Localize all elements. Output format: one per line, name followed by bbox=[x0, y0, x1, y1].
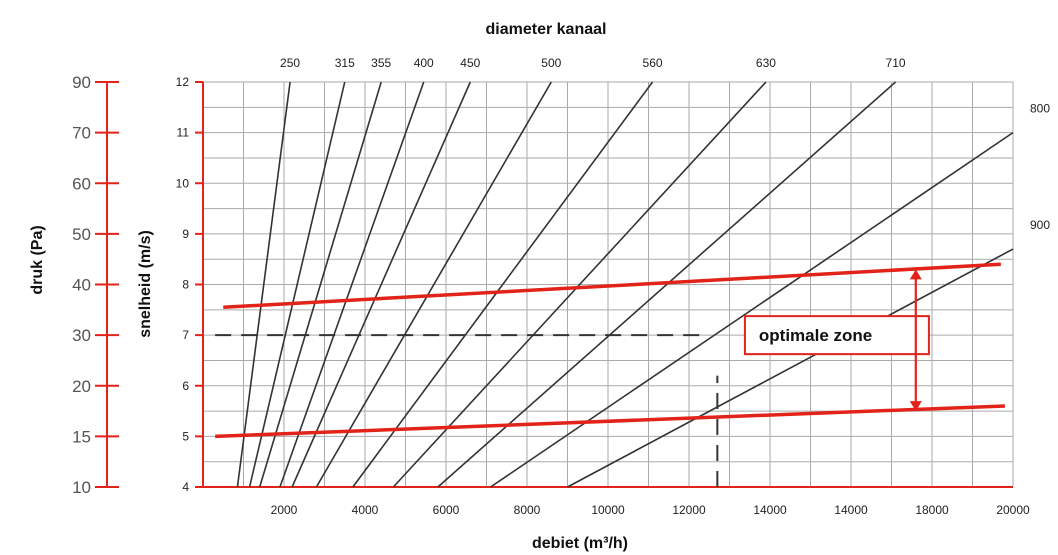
series-line-900 bbox=[567, 248, 1014, 488]
series-label-710: 710 bbox=[886, 56, 906, 70]
annotation: optimale zone bbox=[743, 269, 930, 412]
optimale-zone-label: optimale zone bbox=[759, 326, 872, 345]
series-label-500: 500 bbox=[541, 56, 561, 70]
x-tick-label: 14000 bbox=[753, 503, 787, 517]
series-line-355 bbox=[258, 81, 382, 488]
x-tick-label: 10000 bbox=[591, 503, 625, 517]
y-axis-label: snelheid (m/s) bbox=[137, 230, 154, 338]
series-line-450 bbox=[291, 81, 472, 488]
velocity-tick-label: 4 bbox=[182, 480, 189, 494]
x-tick-label: 6000 bbox=[433, 503, 460, 517]
velocity-tick-label: 10 bbox=[176, 176, 190, 190]
x-tick-label: 14000 bbox=[834, 503, 868, 517]
x-tick-label: 18000 bbox=[915, 503, 949, 517]
velocity-tick-label: 11 bbox=[177, 126, 190, 140]
velocity-tick-label: 9 bbox=[182, 227, 189, 241]
druk-tick-label: 70 bbox=[72, 124, 91, 143]
x-tick-label: 12000 bbox=[672, 503, 706, 517]
druk-tick-label: 60 bbox=[72, 174, 91, 193]
druk-axis-label: druk (Pa) bbox=[29, 225, 46, 294]
series-label-450: 450 bbox=[460, 56, 480, 70]
series-line-560 bbox=[352, 81, 654, 488]
series-lines bbox=[236, 81, 1014, 488]
druk-tick-label: 40 bbox=[72, 276, 91, 295]
grid bbox=[202, 81, 1014, 488]
zone-lines bbox=[215, 262, 1005, 439]
zone-line-lower bbox=[215, 404, 1005, 439]
velocity-tick-label: 7 bbox=[182, 328, 189, 342]
zone-arrow-head-up bbox=[909, 269, 922, 280]
series-line-800 bbox=[490, 131, 1014, 488]
zone-arrow-head-down bbox=[909, 401, 922, 412]
series-line-500 bbox=[315, 81, 552, 488]
chart-title: diameter kanaal bbox=[486, 21, 607, 38]
series-line-250 bbox=[236, 81, 291, 488]
series-labels: 250 315 355 400 450 500 560 630 710 800 900 bbox=[280, 56, 1050, 232]
x-axis-label: debiet (m³/h) bbox=[532, 535, 628, 552]
series-label-560: 560 bbox=[643, 56, 663, 70]
series-label-315: 315 bbox=[335, 56, 355, 70]
series-label-630: 630 bbox=[756, 56, 776, 70]
series-label-800: 800 bbox=[1030, 102, 1050, 116]
series-label-250: 250 bbox=[280, 56, 300, 70]
druk-tick-label: 30 bbox=[72, 326, 91, 345]
series-line-630 bbox=[392, 81, 767, 488]
series-line-710 bbox=[437, 81, 897, 488]
x-tick-label: 4000 bbox=[352, 503, 379, 517]
axes: 4 5 6 7 8 9 10 11 12 10 15 20 30 40 50 60 70 90 2000 4000 60… bbox=[72, 73, 1030, 517]
druk-tick-label: 15 bbox=[72, 427, 91, 446]
series-line-400 bbox=[279, 81, 425, 488]
optimale-zone-box bbox=[743, 315, 930, 356]
series-label-400: 400 bbox=[414, 56, 434, 70]
series-line-315 bbox=[248, 81, 346, 488]
x-tick-label: 20000 bbox=[996, 503, 1030, 517]
velocity-tick-label: 6 bbox=[182, 379, 189, 393]
druk-tick-label: 90 bbox=[72, 73, 91, 92]
velocity-tick-label: 8 bbox=[182, 278, 189, 292]
druk-tick-label: 20 bbox=[72, 377, 91, 396]
druk-tick-label: 10 bbox=[72, 478, 91, 497]
velocity-tick-label: 12 bbox=[176, 75, 190, 89]
series-label-900: 900 bbox=[1030, 218, 1050, 232]
series-label-355: 355 bbox=[371, 56, 391, 70]
zone-line-upper bbox=[223, 262, 1001, 310]
x-tick-label: 2000 bbox=[271, 503, 298, 517]
velocity-tick-label: 5 bbox=[182, 429, 189, 443]
druk-tick-label: 50 bbox=[72, 225, 91, 244]
x-tick-label: 8000 bbox=[514, 503, 541, 517]
reference-lines bbox=[215, 334, 719, 487]
